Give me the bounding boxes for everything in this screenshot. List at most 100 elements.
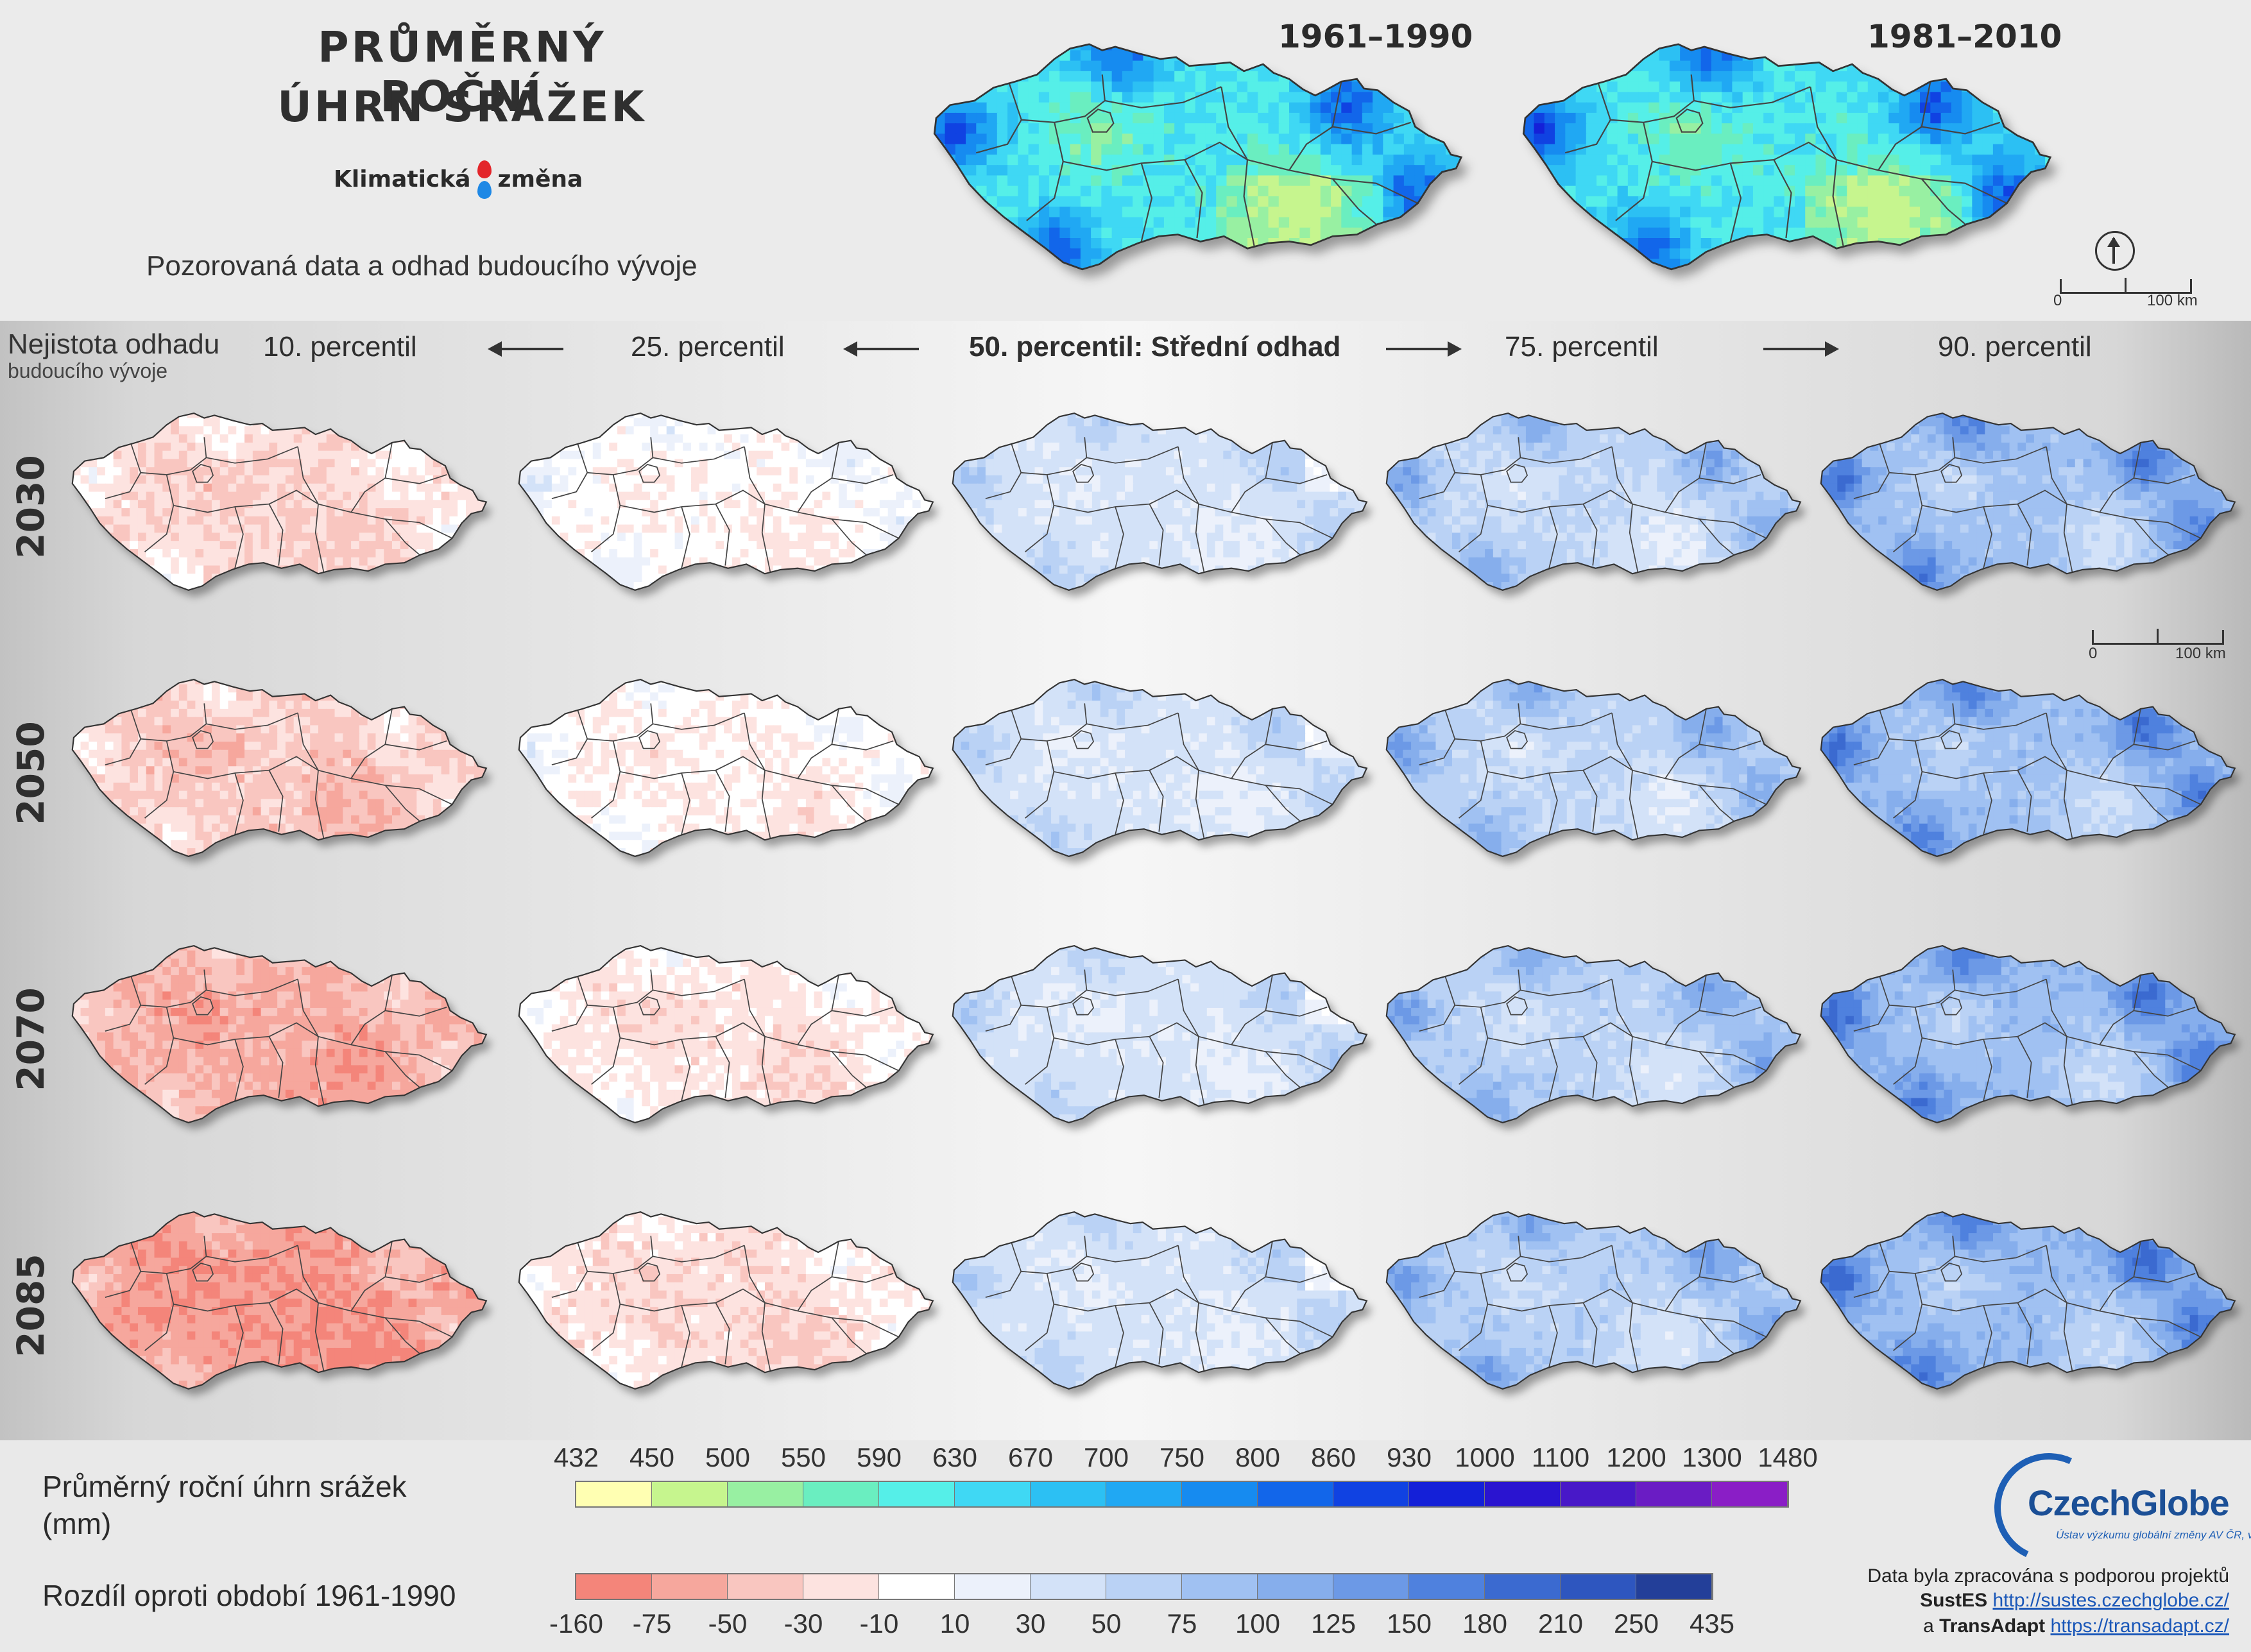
region-border (764, 1035, 853, 1076)
legend-swatch (1258, 1574, 1333, 1599)
brand-logo: Klimatická změna (334, 160, 583, 200)
project-sustes: SustES (1920, 1590, 1987, 1611)
legend-swatch (1182, 1482, 1258, 1506)
country-outline (71, 412, 488, 591)
region-border (976, 83, 1022, 154)
region-border (2153, 542, 2169, 556)
period-title-1981-2010: 1981–2010 (1867, 18, 2062, 55)
region-border (1149, 504, 1164, 566)
region-border (1889, 437, 1956, 475)
region-border (653, 1245, 745, 1263)
region-border (587, 969, 654, 1008)
prague-border (1940, 1263, 1963, 1282)
region-border (1615, 122, 1653, 221)
region-border (1419, 710, 1456, 765)
region-border (1632, 1302, 1720, 1342)
prague-border (1940, 730, 1963, 749)
prague-border (192, 464, 214, 483)
region-border (1332, 121, 1412, 135)
legend-tick-label: 500 (689, 1442, 766, 1473)
legend-swatch (879, 1574, 955, 1599)
region-border (2066, 1302, 2155, 1342)
region-border (1419, 1242, 1456, 1298)
region-border (1459, 740, 1489, 819)
region-border (1955, 712, 2047, 730)
arrow-left-icon (488, 341, 563, 357)
legend-tick-label: 860 (1295, 1442, 1372, 1473)
region-border (1893, 474, 1923, 552)
projection-map (1385, 1211, 1802, 1390)
region-border (1983, 1039, 1992, 1101)
region-border (2153, 1075, 2169, 1088)
scale-label-zero: 0 (2089, 645, 2097, 663)
region-border (1455, 703, 1521, 742)
legend-tick-label: 800 (1219, 1442, 1296, 1473)
region-border (1115, 506, 1124, 568)
region-border (1184, 141, 1248, 161)
legend-tick-label: 435 (1673, 1608, 1750, 1639)
region-border (1025, 1007, 1055, 1085)
region-border (385, 518, 453, 539)
region-border (1198, 1035, 1287, 1076)
legend-abs-title: Průměrný roční úhrn srážek (42, 1469, 407, 1504)
legend-swatch (652, 1482, 728, 1506)
region-border (1086, 712, 1179, 730)
region-border (350, 975, 393, 1045)
region-border (1021, 969, 1088, 1008)
region-border (318, 503, 406, 543)
region-border (1487, 503, 1584, 513)
region-border (797, 1241, 839, 1311)
country-outline (952, 1211, 1368, 1390)
region-border (1699, 1007, 1761, 1017)
region-border (1247, 159, 1360, 210)
region-border (1582, 1022, 1633, 1037)
projection-map (71, 678, 488, 857)
region-border (681, 506, 690, 568)
czechglobe-logo: CzechGlobe Ústav výzkumu globální změny … (1979, 1438, 2251, 1578)
region-border (1632, 503, 1720, 543)
region-border (1149, 1302, 1164, 1365)
region-border (681, 1305, 690, 1367)
region-border (1520, 712, 1613, 730)
observed-precipitation-map (1522, 43, 2052, 271)
region-border (1459, 474, 1489, 552)
prague-border (1072, 464, 1095, 483)
region-border (1459, 1273, 1489, 1351)
legend-tick-label: -160 (538, 1608, 615, 1639)
legend-tick-label: 1000 (1446, 1442, 1523, 1473)
scale-label-max: 100 km (2147, 292, 2198, 310)
country-outline (1385, 944, 1802, 1123)
link-sustes[interactable]: http://sustes.czechglobe.cz/ (1992, 1590, 2229, 1611)
region-border (2134, 1317, 2202, 1338)
region-border (385, 740, 447, 751)
legend-swatch (1485, 1574, 1561, 1599)
column-header-p75: 75. percentil (1505, 331, 1659, 363)
country-outline (71, 1211, 488, 1390)
prague-border (638, 1263, 661, 1282)
link-transadapt[interactable]: https://transadapt.cz/ (2051, 1615, 2229, 1637)
country-outline (1385, 678, 1802, 857)
region-border (2134, 474, 2196, 484)
region-border (1026, 122, 1064, 221)
region-border (551, 976, 588, 1032)
region-border (551, 443, 588, 499)
legend-tick-label: -10 (841, 1608, 918, 1639)
region-border (1610, 74, 1695, 123)
region-border (1922, 503, 2018, 513)
legend-tick-label: 432 (538, 1442, 615, 1473)
scale-bar-top (2060, 278, 2192, 294)
country-outline (1820, 678, 2236, 857)
region-border (587, 437, 654, 475)
prague-border (1675, 108, 1704, 133)
region-border (1632, 769, 1720, 810)
legend-swatch (803, 1574, 879, 1599)
region-border (1285, 1075, 1301, 1088)
region-border (1265, 740, 1328, 751)
region-border (206, 712, 298, 730)
region-border (318, 1302, 406, 1342)
credits-project-2: a TransAdapt https://transadapt.cz/ (1923, 1615, 2229, 1637)
region-border (2153, 808, 2169, 822)
region-border (832, 518, 900, 539)
region-border (1719, 542, 1734, 556)
region-border (1889, 969, 1956, 1008)
